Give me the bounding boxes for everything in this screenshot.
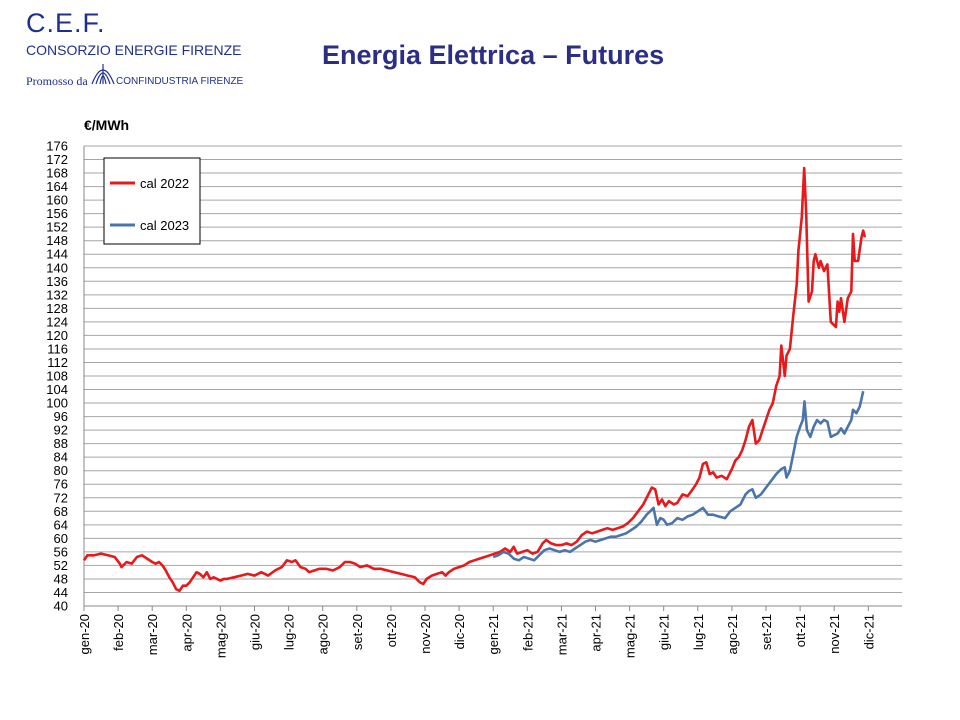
y-tick-label: 144 (46, 247, 68, 262)
x-tick-label: gen-20 (77, 614, 92, 654)
y-tick-label: 124 (46, 314, 68, 329)
x-tick-label: feb-21 (520, 614, 535, 651)
x-tick-label: apr-20 (179, 614, 194, 652)
y-tick-label: 176 (46, 139, 68, 154)
confindustria-logo-icon (91, 64, 115, 85)
y-tick-label: 148 (46, 233, 68, 248)
y-tick-label: 76 (54, 477, 68, 492)
slide-title: Energia Elettrica – Futures (322, 40, 665, 70)
y-tick-label: 140 (46, 260, 68, 275)
x-tick-label: set-20 (350, 614, 365, 650)
series-line-2 (492, 390, 865, 562)
y-tick-label: 52 (54, 558, 68, 573)
x-tick-label: ott-20 (384, 614, 399, 647)
y-tick-label: 164 (46, 179, 68, 194)
y-tick-label: 152 (46, 220, 68, 235)
x-tick-label: nov-20 (418, 614, 433, 654)
slide-header: C.E.F. CONSORZIO ENERGIE FIRENZE Promoss… (0, 0, 960, 100)
x-tick-label: dic-21 (861, 614, 876, 649)
y-tick-label: 128 (46, 301, 68, 316)
y-tick-label: 108 (46, 369, 68, 384)
y-tick-label: 112 (47, 355, 68, 370)
y-tick-label: 172 (46, 152, 68, 167)
chart-gridlines (83, 145, 902, 611)
x-tick-label: giu-21 (657, 614, 672, 650)
y-axis-unit-label: €/MWh (84, 117, 129, 133)
x-tick-label: ago-21 (725, 614, 740, 654)
sponsor-name: CONFINDUSTRIA FIRENZE (116, 76, 244, 87)
promoted-by-label: Promosso da (26, 74, 88, 88)
y-tick-label: 100 (46, 396, 68, 411)
x-tick-label: lug-21 (691, 614, 706, 650)
y-tick-label: 40 (54, 599, 68, 614)
y-tick-label: 80 (54, 463, 68, 478)
y-tick-label: 68 (54, 504, 68, 519)
x-tick-label: apr-21 (589, 614, 604, 652)
x-tick-label: mag-20 (213, 614, 228, 658)
chart-legend: cal 2022 cal 2023 (103, 157, 201, 245)
y-tick-label: 132 (46, 287, 68, 302)
y-tick-label: 96 (54, 409, 68, 424)
y-tick-label: 72 (54, 490, 68, 505)
y-tick-label: 156 (46, 206, 68, 221)
x-tick-label: lug-20 (282, 614, 297, 650)
legend-label-1: cal 2022 (140, 176, 189, 191)
y-tick-label: 56 (54, 544, 68, 559)
y-tick-label: 116 (47, 341, 68, 356)
x-axis-ticks: gen-20 feb-20 mar-20 apr-20 mag-20 giu-20 lug-… (77, 614, 876, 658)
x-tick-label: mar-20 (145, 614, 160, 655)
x-tick-label: ott-21 (793, 614, 808, 647)
x-tick-label: ago-20 (316, 614, 331, 654)
org-short-name: C.E.F. (26, 8, 106, 38)
y-axis-ticks: 4044485256606468727680848892961001041081… (46, 139, 68, 614)
y-tick-label: 64 (54, 517, 68, 532)
x-tick-label: giu-20 (248, 614, 263, 650)
legend-label-2: cal 2023 (140, 218, 189, 233)
y-tick-label: 88 (54, 436, 68, 451)
y-tick-label: 104 (46, 382, 68, 397)
chart-series (82, 166, 867, 593)
y-tick-label: 120 (46, 328, 68, 343)
x-tick-label: nov-21 (827, 614, 842, 654)
y-tick-label: 84 (54, 450, 68, 465)
legend-box (103, 157, 201, 245)
x-tick-label: gen-21 (486, 614, 501, 654)
y-tick-label: 160 (46, 193, 68, 208)
x-tick-label: feb-20 (111, 614, 126, 651)
y-tick-label: 48 (54, 571, 68, 586)
y-tick-label: 168 (46, 166, 68, 181)
y-tick-label: 136 (46, 274, 68, 289)
y-tick-label: 44 (54, 585, 68, 600)
x-tick-label: mar-21 (554, 614, 569, 655)
org-full-name: CONSORZIO ENERGIE FIRENZE (26, 42, 242, 58)
x-tick-label: mag-21 (623, 614, 638, 658)
y-tick-label: 92 (54, 423, 68, 438)
x-tick-label: dic-20 (452, 614, 467, 649)
series-line-1 (82, 166, 867, 593)
x-tick-label: set-21 (759, 614, 774, 650)
y-tick-label: 60 (54, 531, 68, 546)
